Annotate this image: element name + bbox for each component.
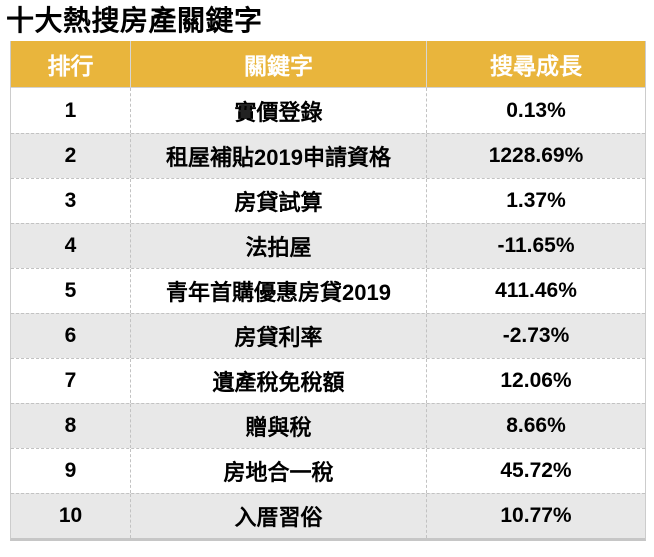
growth-cell: 12.06%	[500, 369, 572, 392]
growth-cell: 1228.69%	[488, 144, 584, 167]
growth-cell: -2.73%	[502, 324, 570, 347]
table-row: 9 房地合一稅 45.72%	[11, 448, 645, 493]
keyword-cell: 實價登錄	[131, 88, 427, 133]
growth-cell: 0.13%	[506, 98, 566, 122]
keyword-cell: 房地合一稅	[131, 449, 427, 493]
column-header-keyword: 關鍵字	[131, 41, 427, 87]
rank-cell: 7	[11, 359, 131, 403]
rank-cell: 2	[11, 134, 131, 178]
table-row: 8 贈與稅 8.66%	[11, 403, 645, 448]
page-title: 十大熱搜房產關鍵字	[6, 5, 263, 36]
table-row: 3 房貸試算 1.37%	[11, 178, 645, 223]
growth-cell: 8.66%	[506, 414, 566, 437]
table-row: 4 法拍屋 -11.65%	[11, 223, 645, 268]
table-row: 10 入厝習俗 10.77%	[11, 493, 645, 538]
rank-cell: 1	[11, 88, 131, 133]
rank-cell: 5	[11, 269, 131, 313]
table-header-row: 排行 關鍵字 搜尋成長	[11, 41, 645, 88]
growth-cell: -11.65%	[497, 234, 575, 257]
keyword-cell: 法拍屋	[131, 224, 427, 268]
table-row: 7 遺產稅免稅額 12.06%	[11, 358, 645, 403]
rank-cell: 4	[11, 224, 131, 268]
growth-cell: 1.37%	[506, 189, 566, 212]
column-header-rank: 排行	[11, 41, 131, 87]
rank-cell: 8	[11, 404, 131, 448]
keyword-cell: 遺產稅免稅額	[131, 359, 427, 403]
rank-cell: 10	[11, 494, 131, 538]
table-row: 2 租屋補貼2019申請資格 1228.69%	[11, 133, 645, 178]
rank-cell: 3	[11, 179, 131, 223]
keyword-cell: 青年首購優惠房貸2019	[131, 269, 427, 313]
keyword-cell: 贈與稅	[131, 404, 427, 448]
growth-cell: 10.77%	[500, 504, 572, 527]
table-row: 5 青年首購優惠房貸2019 411.46%	[11, 268, 645, 313]
table-body: 1 實價登錄 0.13% 2 租屋補貼2019申請資格 1228.69% 3 房…	[11, 88, 645, 538]
keyword-cell: 入厝習俗	[131, 494, 427, 538]
keyword-cell: 房貸利率	[131, 314, 427, 358]
keyword-cell: 租屋補貼2019申請資格	[131, 134, 427, 178]
keyword-table: 排行 關鍵字 搜尋成長 1 實價登錄 0.13% 2 租屋補貼2019申請資格 …	[10, 41, 646, 541]
growth-cell: 45.72%	[500, 459, 572, 482]
table-row: 1 實價登錄 0.13%	[11, 88, 645, 133]
rank-cell: 6	[11, 314, 131, 358]
column-header-growth: 搜尋成長	[490, 53, 582, 79]
growth-cell: 411.46%	[495, 279, 577, 302]
keyword-cell: 房貸試算	[131, 179, 427, 223]
table-row: 6 房貸利率 -2.73%	[11, 313, 645, 358]
rank-cell: 9	[11, 449, 131, 493]
